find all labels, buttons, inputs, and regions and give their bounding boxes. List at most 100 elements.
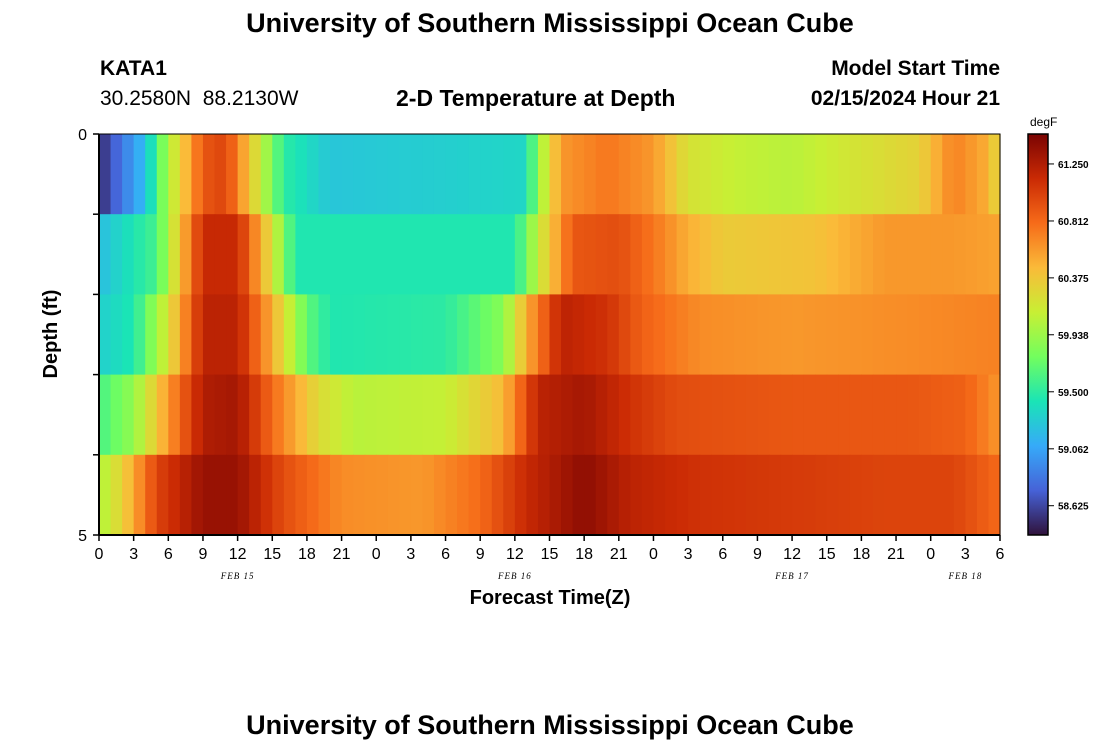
heatmap-cell: [630, 454, 643, 536]
heatmap-cell: [745, 374, 759, 456]
heatmap-cell: [410, 374, 424, 456]
heatmap-cell: [156, 374, 169, 456]
heatmap-cell: [214, 374, 227, 456]
heatmap-cell: [699, 374, 712, 456]
heatmap-cell: [422, 454, 435, 536]
heatmap-cell: [965, 454, 978, 536]
heatmap-cell: [688, 294, 701, 376]
heatmap-cell: [757, 454, 770, 536]
heatmap-cell: [838, 454, 851, 536]
heatmap: [99, 134, 1001, 536]
heatmap-cell: [584, 374, 597, 456]
heatmap-cell: [561, 214, 574, 295]
heatmap-cell: [953, 374, 966, 456]
heatmap-cell: [330, 454, 343, 536]
x-tick-label: 3: [961, 546, 970, 563]
heatmap-cell: [549, 294, 562, 376]
heatmap-cell: [179, 374, 193, 456]
heatmap-cell: [976, 134, 990, 215]
heatmap-cell: [295, 454, 308, 536]
heatmap-cell: [688, 374, 701, 456]
heatmap-cell: [861, 294, 874, 376]
x-tick-label: 6: [718, 546, 727, 563]
heatmap-cell: [618, 294, 631, 376]
heatmap-cell: [792, 294, 805, 376]
heatmap-cell: [965, 214, 978, 295]
heatmap-cell: [826, 454, 839, 536]
heatmap-cell: [884, 214, 897, 295]
heatmap-cell: [226, 214, 239, 295]
heatmap-cell: [537, 214, 551, 295]
heatmap-cell: [872, 214, 886, 295]
heatmap-cell: [896, 134, 909, 215]
heatmap-cell: [422, 214, 435, 295]
heatmap-cell: [445, 454, 458, 536]
heatmap-cell: [641, 294, 655, 376]
heatmap-cell: [468, 294, 481, 376]
heatmap-cell: [226, 374, 239, 456]
heatmap-cell: [99, 294, 112, 376]
heatmap-cell: [110, 454, 123, 536]
heatmap-cell: [780, 374, 793, 456]
heatmap-cell: [861, 454, 874, 536]
heatmap-cell: [930, 214, 943, 295]
heatmap-cell: [711, 374, 724, 456]
colorbar: degF 61.250 60.812 60.375 59.938 59.500 59.06…: [1027, 115, 1089, 536]
heatmap-cell: [514, 374, 527, 456]
x-tick-label: 21: [610, 546, 628, 563]
heatmap-cell: [641, 134, 655, 215]
plot-title: 2-D Temperature at Depth: [396, 85, 676, 111]
heatmap-cell: [942, 214, 955, 295]
heatmap-cell: [572, 374, 585, 456]
heatmap-cell: [768, 374, 782, 456]
page-title: University of Southern Mississippi Ocean…: [246, 8, 854, 38]
y-axis-title: Depth (ft): [40, 290, 62, 379]
heatmap-cell: [283, 374, 296, 456]
heatmap-cell: [768, 214, 782, 295]
heatmap-cell: [341, 294, 354, 376]
heatmap-cell: [491, 374, 504, 456]
heatmap-cell: [722, 374, 735, 456]
heatmap-cell: [861, 374, 874, 456]
heatmap-cell: [226, 134, 239, 215]
heatmap-cell: [907, 134, 920, 215]
heatmap-cell: [110, 374, 123, 456]
heatmap-cell: [780, 294, 793, 376]
heatmap-cell: [318, 134, 331, 215]
heatmap-cell: [757, 214, 770, 295]
heatmap-cell: [688, 134, 701, 215]
x-tick-label: 6: [996, 546, 1005, 563]
heatmap-cell: [988, 134, 1001, 215]
heatmap-cell: [191, 374, 204, 456]
heatmap-cell: [249, 294, 262, 376]
heatmap-cell: [907, 294, 920, 376]
heatmap-cell: [191, 294, 204, 376]
heatmap-cell: [549, 454, 562, 536]
x-axis-title: Forecast Time(Z): [470, 587, 631, 609]
heatmap-cell: [526, 294, 539, 376]
heatmap-cell: [896, 374, 909, 456]
heatmap-cell: [133, 214, 146, 295]
heatmap-cell: [641, 214, 655, 295]
heatmap-cell: [99, 134, 112, 215]
heatmap-cell: [202, 374, 216, 456]
heatmap-cell: [295, 294, 308, 376]
heatmap-cell: [722, 294, 735, 376]
heatmap-cell: [838, 214, 851, 295]
x-tick-label: 15: [263, 546, 281, 563]
heatmap-cell: [468, 134, 481, 215]
heatmap-cell: [457, 214, 470, 295]
heatmap-cell: [410, 214, 424, 295]
heatmap-cell: [283, 134, 296, 215]
y-tick-label: 5: [78, 528, 87, 545]
heatmap-cell: [168, 134, 181, 215]
heatmap-cell: [942, 374, 955, 456]
heatmap-cell: [803, 454, 816, 536]
heatmap-cell: [618, 374, 631, 456]
heatmap-cell: [549, 374, 562, 456]
heatmap-cell: [803, 134, 816, 215]
heatmap-cell: [561, 454, 574, 536]
heatmap-cell: [341, 454, 354, 536]
heatmap-cell: [768, 294, 782, 376]
heatmap-cell: [433, 134, 447, 215]
